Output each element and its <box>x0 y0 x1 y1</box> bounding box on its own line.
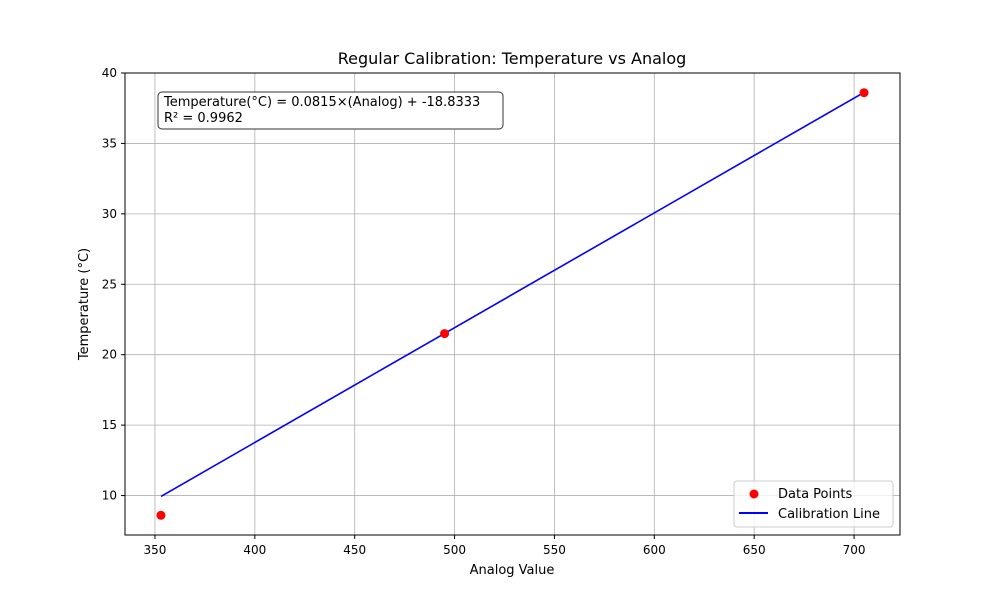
x-axis-ticks: 350 400 450 500 550 600 650 700 <box>144 535 866 557</box>
x-tick-label: 550 <box>543 543 566 557</box>
x-axis-label: Analog Value <box>470 563 555 578</box>
y-axis-ticks: 10 15 20 25 30 35 40 <box>102 66 125 503</box>
annotation-equation: Temperature(°C) = 0.0815×(Analog) + -18.… <box>163 95 480 110</box>
axes-frame <box>124 72 901 536</box>
y-axis-label: Temperature (°C) <box>77 248 92 361</box>
x-tick-label: 500 <box>443 543 466 557</box>
x-tick-label: 700 <box>843 543 866 557</box>
legend: Data Points Calibration Line <box>733 480 894 528</box>
y-tick-label: 15 <box>102 418 117 432</box>
x-tick-label: 350 <box>144 543 167 557</box>
x-tick-label: 600 <box>643 543 666 557</box>
y-tick-label: 25 <box>102 277 117 291</box>
data-point <box>859 88 869 98</box>
y-tick-label: 10 <box>102 489 117 503</box>
y-tick-label: 30 <box>102 207 117 221</box>
annotation-r-squared: R² = 0.9962 <box>164 111 243 126</box>
y-tick-label: 40 <box>102 66 117 80</box>
legend-label-data-points: Data Points <box>778 487 852 502</box>
plot-area <box>156 88 869 520</box>
legend-box <box>733 480 894 528</box>
x-tick-label: 450 <box>343 543 366 557</box>
y-tick-label: 35 <box>102 136 117 150</box>
data-point <box>440 329 450 339</box>
equation-annotation: Temperature(°C) = 0.0815×(Analog) + -18.… <box>157 91 504 130</box>
x-tick-label: 400 <box>243 543 266 557</box>
legend-label-calibration-line: Calibration Line <box>778 507 880 522</box>
data-point <box>156 510 166 520</box>
annotation-box <box>157 91 504 130</box>
chart-title: Regular Calibration: Temperature vs Anal… <box>338 49 687 68</box>
x-tick-label: 650 <box>743 543 766 557</box>
y-tick-label: 20 <box>102 348 117 362</box>
legend-marker-data-points <box>749 489 759 499</box>
